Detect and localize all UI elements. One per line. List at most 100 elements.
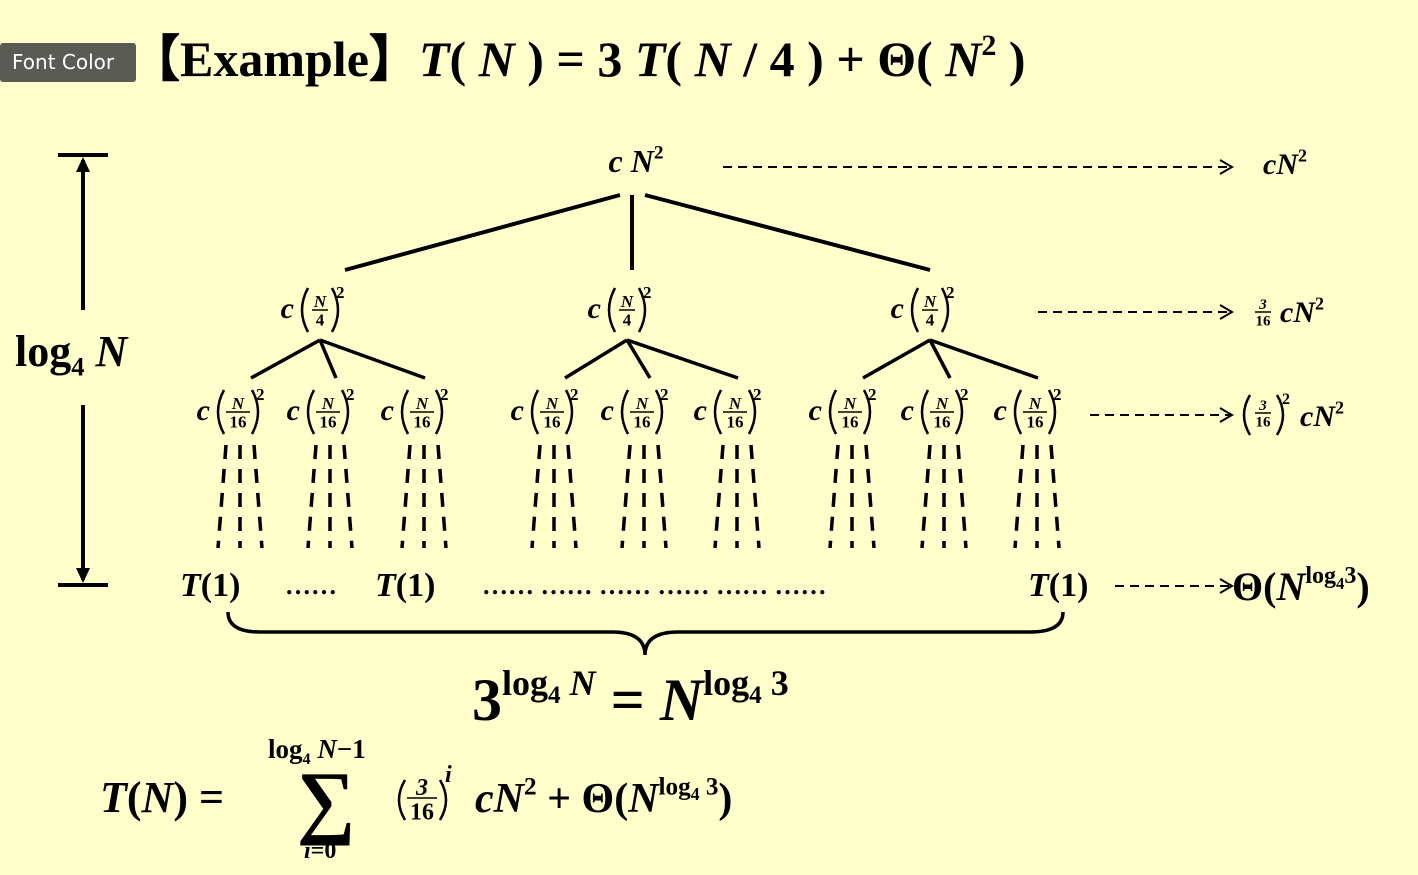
recursion-dash	[566, 444, 578, 549]
fraction-denominator: 16	[934, 412, 951, 431]
recursion-dash	[656, 444, 668, 549]
title-part: 【Example】	[130, 31, 419, 87]
paren	[607, 287, 617, 333]
fraction-numerator: N	[728, 394, 742, 413]
fraction-denominator: 16	[842, 412, 859, 431]
level-cost-part: 2	[1298, 145, 1307, 165]
sum-lower-part: =0	[311, 838, 337, 864]
total-rest-part: N	[627, 776, 660, 822]
paren	[940, 287, 950, 333]
node-exp: 2	[960, 385, 969, 404]
fraction-denominator: 4	[623, 310, 632, 329]
leaf-dots: …… …… …… …… …… ……	[482, 571, 827, 600]
tree-edge	[250, 338, 321, 380]
node-coef: c	[588, 292, 601, 325]
paren	[330, 287, 340, 333]
fraction-numerator: N	[923, 292, 937, 311]
root-node-part: c	[609, 143, 631, 179]
level-cost-exp: 2	[1282, 391, 1290, 408]
level-cost: Θ(Nlog43)	[1232, 563, 1370, 609]
tree-edge	[626, 338, 739, 380]
sum-upper-part: −1	[337, 734, 366, 764]
tree-edge	[319, 338, 426, 380]
leaf-count-part: log	[703, 663, 749, 703]
paren	[306, 389, 316, 435]
fraction-numerator: N	[321, 394, 335, 413]
leaf-count-part: 4	[548, 682, 561, 709]
fraction-numerator: N	[843, 394, 857, 413]
tree-edges	[344, 193, 931, 272]
node-coef: c	[994, 394, 1007, 427]
leaf-count-part: =	[596, 667, 660, 733]
node-exp: 2	[946, 283, 955, 302]
total-rest: cN2 + Θ(Nlog4 3)	[475, 773, 732, 822]
paren	[434, 389, 444, 435]
title-part: (	[449, 31, 478, 87]
sum-upper-part: log	[268, 734, 303, 764]
level-cost: cN2	[1280, 293, 1324, 329]
title-part: T	[419, 31, 452, 87]
total-rest-part: 4	[691, 784, 700, 804]
leaf-node-part: T	[1028, 567, 1050, 604]
recursion-dash	[1049, 444, 1061, 549]
node-coef: c	[891, 292, 904, 325]
fraction-numerator: N	[231, 394, 245, 413]
tree-edge	[929, 338, 1039, 380]
recursion-dash	[530, 444, 542, 549]
recursion-dash	[713, 444, 725, 549]
level-cost-part: N	[1275, 148, 1299, 181]
leaf-node-part: (1)	[1049, 567, 1089, 604]
fraction-denominator: 16	[1027, 412, 1044, 431]
paren	[747, 389, 757, 435]
title-part: )	[996, 31, 1025, 87]
fraction-numerator: N	[415, 394, 429, 413]
fraction-denominator: 16	[1256, 415, 1272, 431]
recursion-dash	[920, 444, 932, 549]
paren	[530, 389, 540, 435]
leaf-dots: ……	[285, 571, 337, 600]
title-part: T	[635, 31, 668, 87]
tree-edge	[318, 339, 338, 379]
title-part: N	[694, 31, 733, 87]
fraction-denominator: 4	[316, 310, 325, 329]
leaf-count-part: N	[659, 667, 706, 733]
fraction-denominator: 16	[230, 412, 247, 431]
sum-upper: log4 N−1	[268, 734, 366, 768]
fraction-numerator: 3	[415, 775, 428, 801]
total-rest-part: 3	[700, 773, 719, 800]
sum-upper-part: N	[311, 734, 339, 764]
title-part: (	[665, 31, 694, 87]
leaf-count: 3log4 N = Nlog4 3	[472, 663, 789, 733]
node-exp: 2	[1053, 385, 1062, 404]
sum-upper-part: 4	[303, 750, 311, 768]
recursion-dash	[400, 444, 412, 549]
node-exp: 2	[440, 385, 449, 404]
height-label-part: N	[84, 327, 129, 376]
paren	[637, 287, 647, 333]
tooltip-text: Font Color	[12, 50, 115, 74]
sum-lower-part: i	[304, 838, 311, 864]
title-part: ) = 3	[515, 31, 635, 87]
total-lhs: T(N) =	[100, 773, 224, 822]
paren	[438, 779, 448, 821]
fraction-numerator: N	[313, 292, 327, 311]
total-lhs-part: ) =	[173, 773, 224, 822]
title-part: N	[944, 31, 983, 87]
node-exp: 2	[256, 385, 265, 404]
node-exp: 2	[643, 283, 652, 302]
recursion-dash	[436, 444, 448, 549]
paren	[620, 389, 630, 435]
paren	[1275, 394, 1285, 436]
sum-lower: i=0	[304, 838, 336, 864]
total-rest-part: c	[475, 776, 494, 822]
level-cost-part: N	[1312, 400, 1336, 433]
level-cost-part: )	[1356, 564, 1369, 609]
recursion-dash	[342, 444, 354, 549]
leaf-count-part: 4	[749, 682, 762, 709]
node-coef: c	[197, 394, 210, 427]
node-exp: 2	[336, 283, 345, 302]
recursion-dash	[306, 444, 318, 549]
sum-symbol: ∑	[297, 755, 355, 846]
fraction-numerator: N	[635, 394, 649, 413]
